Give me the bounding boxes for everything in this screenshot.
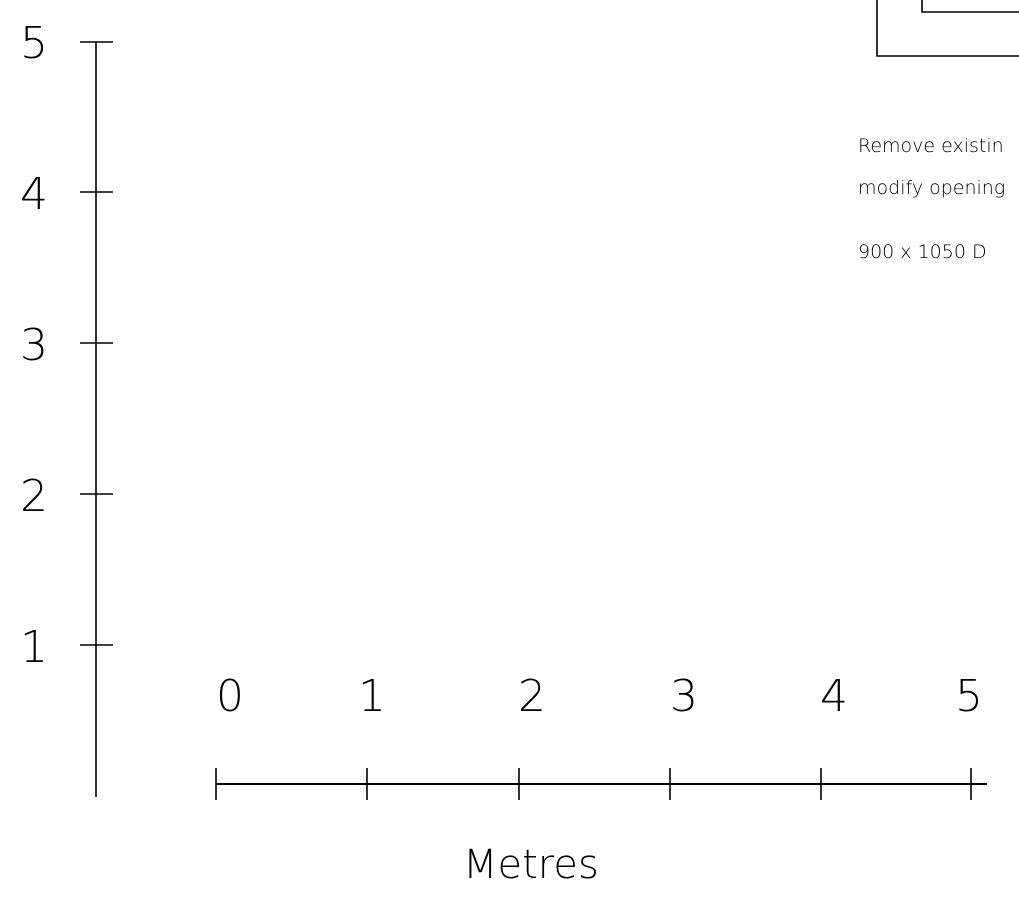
horizontal-label-3: 3	[670, 671, 698, 722]
annotation-line-3: 900 x 1050 D	[858, 241, 987, 263]
annotation-line-2: modify opening	[858, 177, 1005, 199]
horizontal-label-4: 4	[820, 671, 848, 722]
window-inner-frame	[921, 0, 1019, 13]
window-outline	[876, 0, 1019, 57]
horizontal-label-5: 5	[955, 671, 983, 722]
horizontal-scale-bar: 0 1 2 3 4 5 Metres	[215, 671, 987, 888]
vertical-label-1: 1	[20, 622, 48, 673]
scale-unit-label: Metres	[463, 842, 599, 888]
annotation-note: Remove existin modify opening 900 x 1050…	[858, 135, 1005, 263]
vertical-label-5: 5	[20, 18, 48, 69]
horizontal-label-2: 2	[518, 671, 546, 722]
horizontal-label-1: 1	[358, 671, 386, 722]
vertical-scale-bar: 5 4 3 2 1	[20, 18, 113, 797]
vertical-label-3: 3	[20, 320, 48, 371]
vertical-label-4: 4	[20, 169, 48, 220]
vertical-label-2: 2	[20, 471, 48, 522]
window-outer-frame	[876, 0, 1019, 57]
annotation-line-1: Remove existin	[858, 135, 1004, 157]
horizontal-label-0: 0	[216, 671, 244, 722]
